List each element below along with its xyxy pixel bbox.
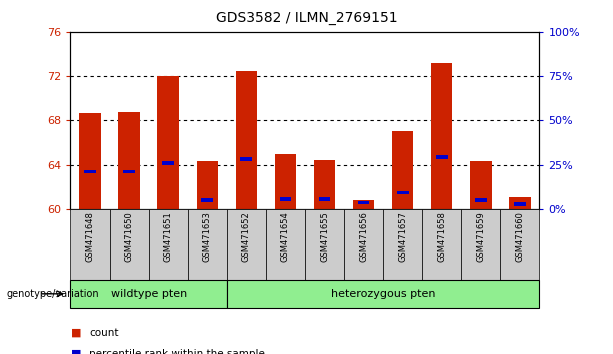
Bar [392, 131, 413, 209]
Bar [462, 209, 500, 280]
Text: GSM471660: GSM471660 [516, 211, 524, 262]
Bar [509, 197, 531, 209]
Bar [305, 209, 344, 280]
Bar [240, 158, 253, 161]
Text: GSM471651: GSM471651 [164, 211, 173, 262]
Bar [319, 197, 330, 201]
Bar [500, 209, 539, 280]
Bar [149, 209, 188, 280]
Bar [201, 198, 213, 202]
Bar [397, 190, 409, 194]
Bar [110, 209, 149, 280]
Bar [275, 154, 296, 209]
Text: genotype/variation: genotype/variation [6, 289, 99, 299]
Bar [79, 113, 101, 209]
Bar [227, 209, 266, 280]
Bar [353, 200, 375, 209]
Bar [123, 170, 135, 173]
Bar [383, 209, 422, 280]
Text: percentile rank within the sample: percentile rank within the sample [89, 349, 265, 354]
Bar [197, 161, 218, 209]
Bar [514, 202, 526, 206]
Bar [431, 63, 452, 209]
Bar [357, 201, 370, 205]
Bar [158, 76, 179, 209]
Text: count: count [89, 328, 118, 338]
Bar [470, 161, 492, 209]
Bar [162, 161, 174, 165]
Text: wildtype pten: wildtype pten [110, 289, 187, 299]
Text: GSM471658: GSM471658 [437, 211, 446, 262]
Bar [314, 160, 335, 209]
Bar [70, 280, 227, 308]
Text: GSM471655: GSM471655 [320, 211, 329, 262]
Text: GSM471656: GSM471656 [359, 211, 368, 262]
Bar [227, 280, 539, 308]
Bar [84, 170, 96, 173]
Bar [188, 209, 227, 280]
Bar [422, 209, 462, 280]
Text: GSM471653: GSM471653 [203, 211, 211, 262]
Text: GSM471654: GSM471654 [281, 211, 290, 262]
Text: GSM471652: GSM471652 [242, 211, 251, 262]
Text: GSM471659: GSM471659 [476, 211, 485, 262]
Bar [475, 198, 487, 202]
Text: GDS3582 / ILMN_2769151: GDS3582 / ILMN_2769151 [216, 11, 397, 25]
Bar [118, 112, 140, 209]
Bar [280, 197, 291, 201]
Text: ■: ■ [70, 328, 81, 338]
Text: ■: ■ [70, 349, 81, 354]
Text: GSM471648: GSM471648 [86, 211, 94, 262]
Bar [436, 155, 447, 159]
Bar [235, 70, 257, 209]
Text: heterozygous pten: heterozygous pten [331, 289, 435, 299]
Bar [344, 209, 383, 280]
Bar [266, 209, 305, 280]
Bar [70, 209, 110, 280]
Text: GSM471657: GSM471657 [398, 211, 407, 262]
Text: GSM471650: GSM471650 [124, 211, 134, 262]
